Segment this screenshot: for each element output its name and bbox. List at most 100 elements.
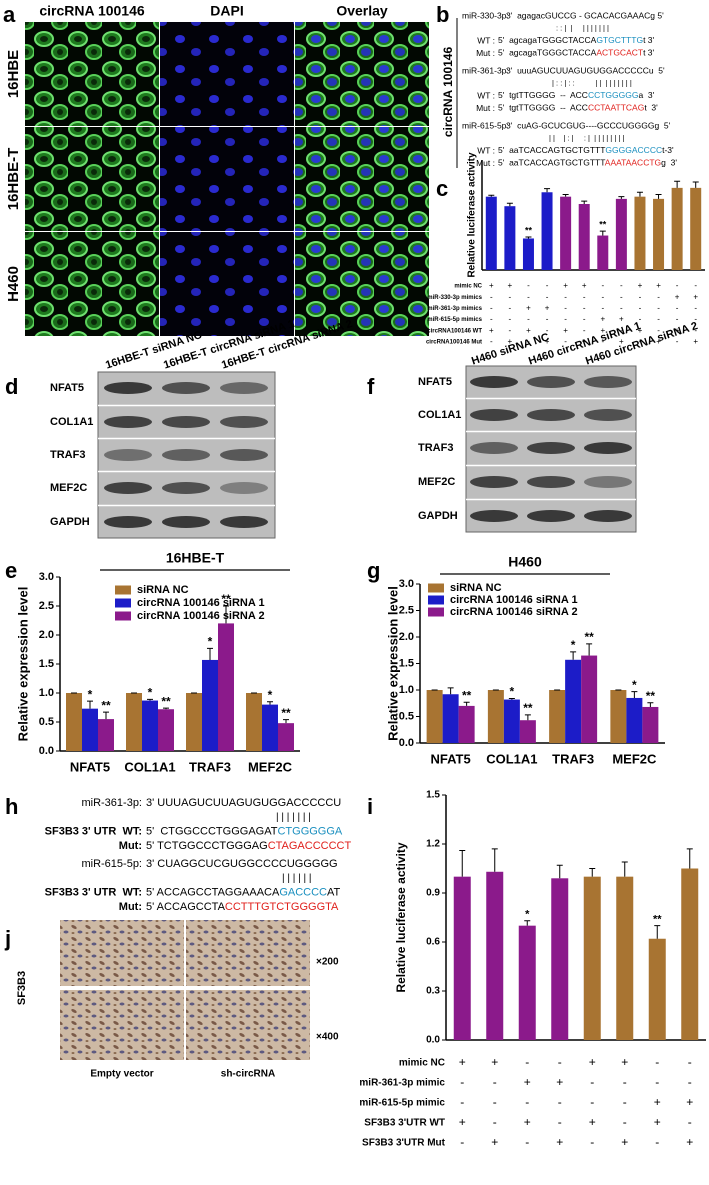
significance: * [268,688,273,702]
blot-band [162,516,210,528]
condition-sign: + [508,337,513,346]
significance: * [88,687,93,701]
blot-band [220,449,268,461]
panel-label: d [5,374,18,399]
condition-sign: - [688,1075,692,1089]
condition-sign: + [619,337,624,346]
y-tick-label: 0.6 [426,937,440,948]
condition-sign: - [694,304,697,313]
condition-sign: + [654,1115,661,1129]
legend-swatch [428,607,444,617]
condition-sign: - [493,1075,497,1089]
x-tick-label: COL1A1 [124,759,175,774]
condition-sign: + [582,337,587,346]
blot-band [162,382,210,394]
target-label: WT : [477,35,495,45]
error-bar [586,643,593,656]
y-tick-label: 0.5 [39,716,54,728]
error-bar [459,850,466,877]
condition-sign: - [657,315,660,324]
condition-sign: - [688,1055,692,1069]
condition-sign: - [694,326,697,335]
condition-sign: + [675,292,680,301]
mirna-sequence: 3' uuuAGUCUUAGUGUGGACCCCCu 5' [506,65,665,75]
condition-sign: - [460,1095,464,1109]
target-label: Mut: [119,901,142,913]
gene-label: circRNA 100146 [441,47,455,138]
error-bar [589,868,596,877]
condition-sign: - [620,281,623,290]
mirna-label: miR-330-3p: [462,10,509,20]
row-label: 16HBE-T [5,148,22,211]
bar [186,693,202,751]
column-label: Empty vector [90,1069,153,1080]
bar [653,198,665,270]
protein-label: TRAF3 [50,449,85,461]
condition-sign: + [675,326,680,335]
significance: * [208,635,213,649]
condition-sign: + [563,281,568,290]
bar [485,196,497,270]
y-tick-label: 2.5 [39,600,54,612]
ihc-image [60,920,184,986]
bar [626,697,643,743]
condition-sign: + [654,1095,661,1109]
blot-band [470,510,518,522]
protein-label: NFAT5 [50,382,84,394]
y-tick-label: 0.3 [426,986,440,997]
base-pairing: | | | | | | | [276,812,311,823]
x-tick-label: NFAT5 [70,759,110,774]
condition-sign: + [686,1095,693,1109]
significance: ** [584,630,594,644]
target-sequence: 5' CTGGCCCTGGGAGATCTGGGGGA [146,826,343,838]
legend-label: circRNA 100146 siRNA 2 [450,606,578,618]
micrograph [160,127,294,231]
target-label: Mut: [119,840,142,852]
condition-sign: - [527,315,530,324]
legend-swatch [428,595,444,605]
condition-sign: + [600,315,605,324]
y-tick-label: 2.0 [399,631,414,643]
blot-band [470,409,518,421]
error-bar [267,701,273,705]
target-label: WT : [477,90,495,100]
target-sequence: 5' aaTCACCAGTGCTGTTTAAATAACCTGg 3' [498,158,677,168]
protein-label: GAPDH [50,516,90,528]
y-tick-label: 1.5 [39,658,54,670]
condition-sign: - [564,292,567,301]
error-bar [562,193,569,197]
error-bar [491,848,498,872]
error-bar [283,719,289,724]
legend-label: siRNA NC [137,584,189,596]
blot-band [527,376,575,388]
condition-sign: - [676,315,679,324]
error-bar [508,697,515,700]
condition-sign: - [509,292,512,301]
y-tick-label: 3.0 [399,578,414,590]
bar [578,204,590,270]
condition-sign: - [639,292,642,301]
error-bar [524,920,531,926]
blot-band [104,382,152,394]
bar [634,196,646,270]
error-bar [631,691,638,698]
condition-sign: + [589,1115,596,1129]
condition-sign: + [693,292,698,301]
bar [681,868,699,1040]
target-sequence: 5' ACCAGCCTAGGAAACAGACCCCAT [146,887,341,899]
target-sequence: 5' agcagaTGGGCTACCAACTGCACTt 3' [498,48,655,58]
bar [519,720,536,743]
sequence-segment: 5' aaTCACCAGTGCTGTTT [498,145,605,155]
row-label: 16HBE [5,50,22,98]
blot-band [584,476,632,488]
blot-band [104,482,152,494]
bar [583,876,601,1040]
y-tick-label: 1.5 [426,790,440,801]
condition-sign: + [556,1075,563,1089]
condition-sign: - [655,1055,659,1069]
condition-sign: + [621,1135,628,1149]
condition-sign: + [600,326,605,335]
error-bar [524,714,531,721]
condition-sign: + [524,1115,531,1129]
